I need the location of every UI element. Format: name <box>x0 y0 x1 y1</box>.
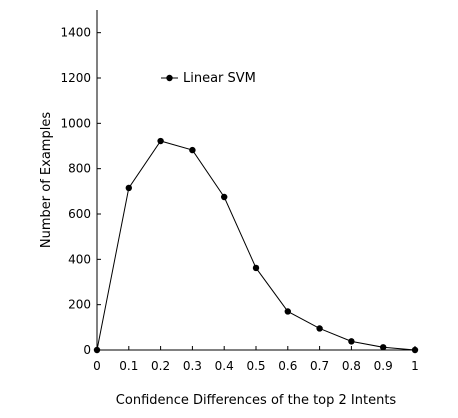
x-tick-label-7: 0.7 <box>310 359 329 373</box>
ticks-layer: 0 0.1 0.2 0.3 0.4 0.5 0.6 0.7 0.8 0.9 1 0 200 400 600 8… <box>60 26 418 373</box>
x-tick-label-1: 0.1 <box>119 359 138 373</box>
data-point-0-10 <box>411 346 419 354</box>
data-point-0-8 <box>348 338 355 345</box>
x-tick-label-0: 0 <box>93 359 101 373</box>
legend: Linear SVM <box>161 71 256 86</box>
y-tick-label-4: 800 <box>68 162 91 176</box>
data-point-0-1 <box>125 184 132 192</box>
data-point-0-6 <box>284 308 291 315</box>
y-tick-label-6: 1200 <box>60 71 91 85</box>
data-point-0-0 <box>93 346 101 354</box>
x-tick-label-10: 1 <box>411 359 419 373</box>
series-layer <box>93 137 419 354</box>
data-point-0-4 <box>221 193 228 201</box>
legend-marker <box>166 74 173 82</box>
x-tick-label-3: 0.3 <box>183 359 202 373</box>
axes-layer <box>96 10 415 351</box>
y-axis-title: Number of Examples <box>39 112 54 248</box>
y-tick-label-1: 200 <box>68 298 91 312</box>
data-point-0-9 <box>380 344 387 351</box>
legend-label-linear-svm: Linear SVM <box>183 71 256 86</box>
y-tick-label-7: 1400 <box>60 26 91 40</box>
data-point-0-7 <box>316 325 323 332</box>
x-tick-label-8: 0.8 <box>342 359 361 373</box>
series-line-0 <box>96 140 416 351</box>
x-tick-label-5: 0.5 <box>246 359 265 373</box>
data-point-0-2 <box>157 137 164 145</box>
data-point-0-5 <box>252 264 260 272</box>
x-tick-label-2: 0.2 <box>151 359 170 373</box>
data-point-0-3 <box>189 146 196 154</box>
y-tick-label-0: 0 <box>83 343 91 357</box>
x-tick-label-9: 0.9 <box>374 359 393 373</box>
x-tick-label-4: 0.4 <box>215 359 234 373</box>
y-tick-label-5: 1000 <box>60 116 91 130</box>
x-tick-label-6: 0.6 <box>278 359 297 373</box>
x-axis-title: Confidence Differences of the top 2 Inte… <box>116 393 397 408</box>
y-tick-label-2: 400 <box>68 252 91 266</box>
y-tick-label-3: 600 <box>68 207 91 221</box>
